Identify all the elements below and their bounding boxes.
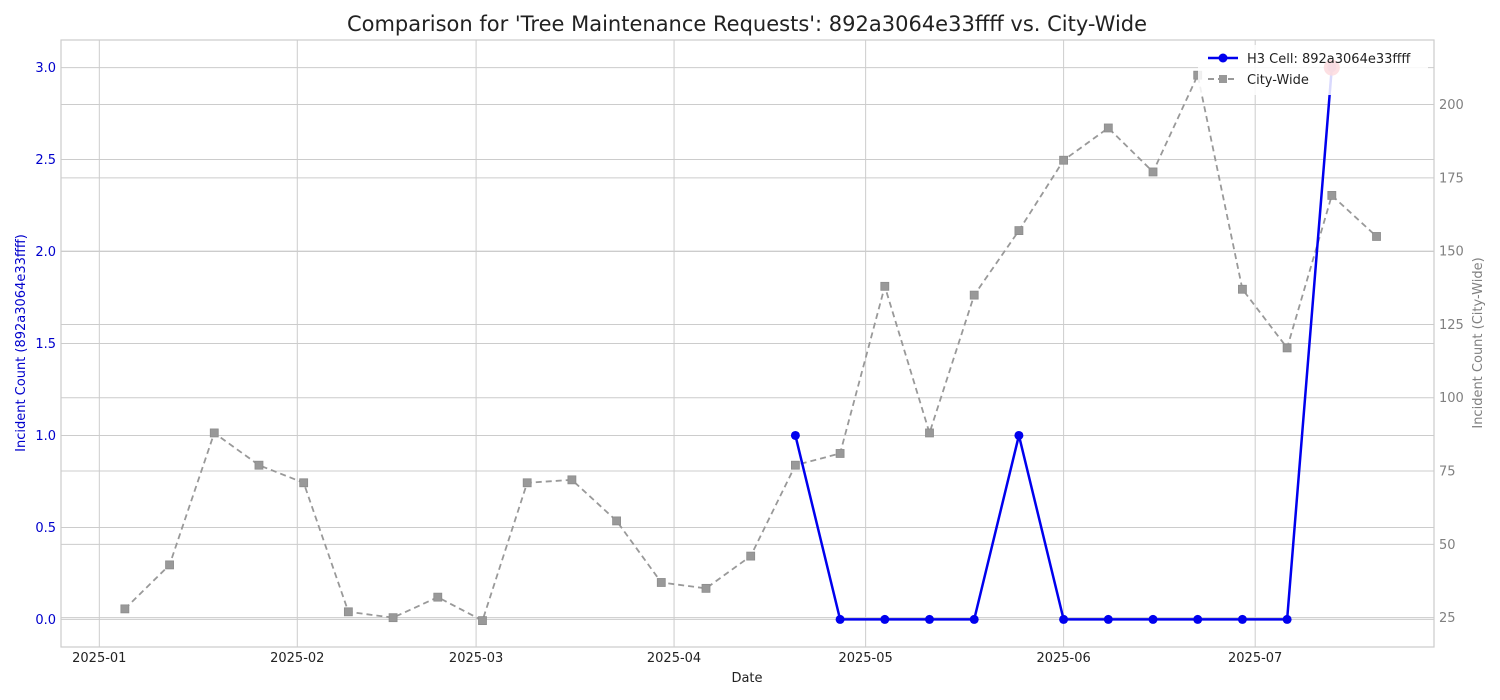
y-right-tick-label: 150 [1439,245,1464,260]
x-tick-label: 2025-03 [449,651,503,666]
x-tick-label: 2025-05 [838,651,892,666]
y-left-tick-label: 1.5 [35,337,56,352]
city-wide-point [1014,226,1024,236]
left-y-axis-ticks: 0.0 0.5 1.0 1.5 2.0 2.5 3.0 [35,61,56,628]
y-right-tick-label: 175 [1439,171,1464,186]
city-wide-point [1238,284,1247,294]
y-left-tick-label: 2.0 [35,245,56,260]
city-wide-point [1148,167,1158,177]
h3-cell-point [1193,614,1203,624]
h3-cell-point [790,430,800,440]
city-wide-point [656,578,666,587]
legend: H3 Cell: 892a3064e33ffff City-Wide [1198,45,1428,95]
x-tick-label: 2025-02 [270,651,324,666]
city-wide-point [522,478,532,488]
chart-title: Comparison for 'Tree Maintenance Request… [347,12,1147,36]
city-wide-point [209,428,219,438]
y-right-tick-label: 50 [1439,538,1456,553]
city-wide-point [1103,123,1113,133]
legend-h3-marker [1218,53,1228,63]
y-right-tick-label: 200 [1439,98,1464,113]
city-wide-point [612,516,621,526]
y-right-tick-label: 75 [1439,465,1456,480]
y-left-tick-label: 1.0 [35,429,56,444]
x-tick-label: 2025-01 [72,651,126,666]
plot-frame [60,39,1435,648]
city-wide-point [835,449,845,458]
city-wide-point [120,604,130,614]
city-wide-point [969,290,979,300]
city-wide-point [701,583,711,593]
x-tick-label: 2025-07 [1228,651,1282,666]
city-wide-point [567,475,577,485]
h3-cell-point [1014,430,1024,440]
left-y-axis-label: Incident Count (892a3064e33ffff) [14,234,29,452]
city-wide-point [1282,343,1292,353]
city-wide-point [299,478,309,488]
city-wide-point [746,551,756,561]
city-wide-point [388,613,398,623]
h3-cell-point [1059,614,1069,624]
h3-cell-point [1237,614,1247,624]
h3-cell-point [969,614,979,624]
h3-cell-point [1282,614,1292,624]
h3-cell-point [1103,614,1113,624]
city-wide-point [254,460,264,470]
city-wide-point [1327,191,1337,200]
y-right-tick-label: 125 [1439,318,1464,333]
h3-cell-point [880,614,890,624]
x-axis-ticks: 2025-01 2025-02 2025-03 2025-04 2025-05 2025-… [72,651,1282,666]
city-wide-point [1059,155,1069,165]
city-wide-point [343,607,353,617]
y-left-tick-label: 0.0 [35,613,56,628]
y-left-tick-label: 0.5 [35,521,56,536]
city-wide-point [165,560,174,570]
h3-cell-point [925,614,935,624]
x-axis-label: Date [731,671,762,686]
legend-h3-label: H3 Cell: 892a3064e33ffff [1247,52,1411,67]
legend-city-label: City-Wide [1247,73,1309,88]
city-wide-line [124,72,1378,622]
y-left-tick-label: 3.0 [35,61,56,76]
legend-background [1198,45,1428,95]
y-right-tick-label: 25 [1439,611,1456,626]
h3-cell-point [835,614,845,624]
y-right-tick-label: 100 [1439,391,1464,406]
city-wide-point [433,592,443,602]
city-wide-point [478,616,487,626]
x-tick-label: 2025-04 [647,651,701,666]
city-wide-point [790,460,800,470]
x-tick-label: 2025-06 [1036,651,1090,666]
city-wide-point [880,281,890,291]
h3-cell-point [1148,614,1158,624]
legend-city-marker [1219,75,1227,83]
city-wide-point [1372,232,1381,241]
city-wide-point [925,428,934,438]
right-y-axis-label: Incident Count (City-Wide) [1471,257,1486,428]
right-y-axis-ticks: 25 50 75 100 125 150 175 200 [1439,98,1464,626]
city-wide-series [120,70,1381,626]
y-left-tick-label: 2.5 [35,153,56,168]
